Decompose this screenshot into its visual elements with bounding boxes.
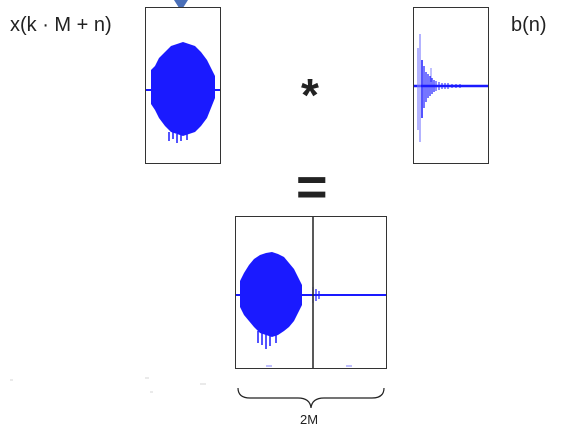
faint-marks (10, 377, 206, 393)
input-signal-waveform (146, 42, 220, 143)
convolution-operator: * (301, 69, 319, 121)
impulse-response-waveform (414, 34, 488, 142)
block-length-label: 2M (300, 412, 319, 427)
equals-operator: = (296, 157, 328, 217)
impulse-response-plot (413, 7, 489, 164)
output-signal-plot (235, 216, 387, 369)
pointer-arrow (174, 0, 188, 11)
output-signal-waveform (236, 252, 386, 349)
input-signal-plot (145, 7, 221, 164)
input-signal-label: x(k · M + n) (10, 14, 112, 36)
block-length-brace (237, 387, 385, 409)
impulse-response-label: b(n) (511, 14, 547, 36)
